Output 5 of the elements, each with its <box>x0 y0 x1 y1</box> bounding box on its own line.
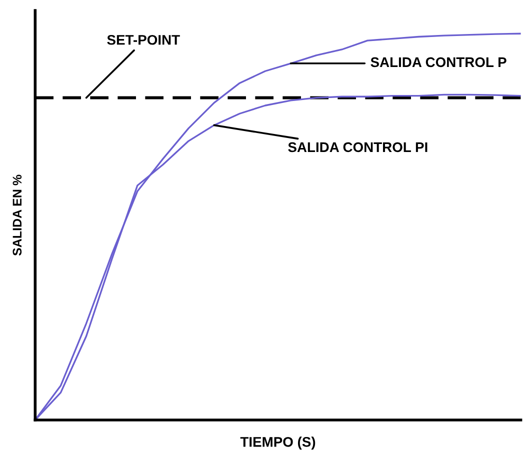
series-label: SALIDA CONTROL P <box>370 57 506 68</box>
y-axis-title: SALIDA EN % <box>12 174 22 256</box>
x-axis-title: TIEMPO (S) <box>240 436 316 450</box>
ref-line-label: SET-POINT <box>107 34 180 45</box>
text: SALIDA CONTROL PI <box>288 142 428 152</box>
